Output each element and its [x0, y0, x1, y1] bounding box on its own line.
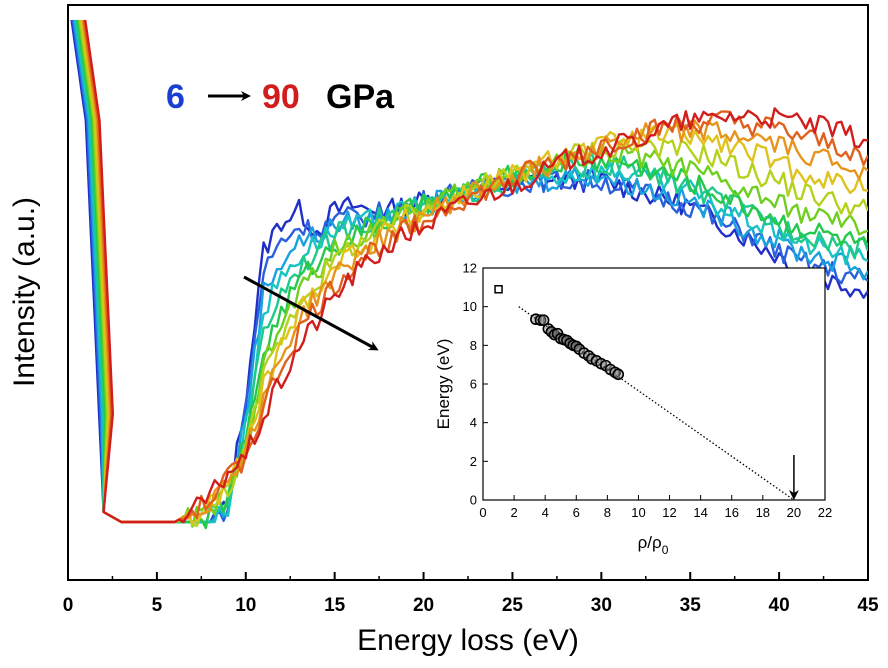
- inset-x-tick-label: 18: [756, 505, 770, 520]
- inset-x-tick-label: 10: [631, 505, 645, 520]
- main-x-tick-label: 15: [324, 595, 346, 616]
- spectrum-line: [74, 19, 868, 524]
- main-x-tick-label: 45: [857, 595, 879, 616]
- inset-data-point: [612, 368, 625, 381]
- pressure-annotation: 6 90 GPa: [166, 78, 395, 116]
- inset-data-marks: [494, 285, 799, 501]
- inset-x-tick-label: 8: [604, 505, 611, 520]
- spectra-series: [70, 19, 868, 530]
- main-x-tick-label: 20: [413, 595, 434, 616]
- inset-x-tick-label: 22: [818, 505, 832, 520]
- spectrum-line: [81, 19, 868, 524]
- inset-y-tick-label: 6: [470, 377, 477, 392]
- inset-x-tick-label: 12: [662, 505, 676, 520]
- inset-x-axis-title-main: ρ/ρ: [638, 533, 662, 552]
- inset-data-point: [537, 314, 550, 327]
- inset-y-tick-label: 2: [470, 454, 477, 469]
- inset-x-tick-label: 14: [693, 505, 707, 520]
- inset-x-tick-label: 20: [787, 505, 801, 520]
- main-x-axis-title: Energy loss (eV): [357, 624, 579, 657]
- main-x-tick-label: 25: [502, 595, 524, 616]
- inset-x-axis-title-sub: 0: [662, 543, 669, 557]
- inset-x-tick-label: 0: [479, 505, 486, 520]
- main-x-tick-label: 40: [769, 595, 790, 616]
- inset-x-axis-title: ρ/ρ0: [638, 533, 669, 557]
- spectrum-line: [84, 19, 868, 524]
- inset-x-tick-label: 2: [510, 505, 517, 520]
- inset-y-tick-label: 8: [470, 338, 477, 353]
- inset-x-tick-label: 6: [573, 505, 580, 520]
- main-x-tick-label: 35: [680, 595, 702, 616]
- main-x-tick-label: 30: [591, 595, 612, 616]
- trend-arrow-icon: [243, 275, 379, 351]
- main-x-tick-label: 5: [152, 595, 163, 616]
- inset-fit-line: [518, 306, 795, 501]
- inset-reference-square: [494, 285, 503, 294]
- inset-y-tick-label: 12: [463, 261, 477, 276]
- inset-y-tick-label: 0: [470, 493, 477, 508]
- inset-data-point: [534, 314, 547, 327]
- inset-plot-frame: [482, 267, 826, 501]
- spectrum-line: [82, 19, 868, 524]
- inset-ticks: 0 2 4 6 8 10 12 14 16 18 20 22 0 2 4 6 8 10 12: [463, 261, 833, 521]
- pressure-end-label: 90: [262, 78, 300, 116]
- inset-y-tick-label: 10: [463, 299, 477, 314]
- pressure-start-label: 6: [166, 78, 185, 116]
- main-x-tick-label: 10: [235, 595, 256, 616]
- main-x-ticks: 0 5 10 15 20 25 30 35 40 45: [63, 572, 879, 616]
- inset-y-tick-label: 4: [470, 415, 477, 430]
- main-y-axis-title: Intensity (a.u.): [8, 197, 41, 387]
- main-x-tick-label: 0: [63, 595, 74, 616]
- inset-chart: 0 2 4 6 8 10 12 14 16 18 20 22 0 2 4 6 8 10 12 Energy (eV)…: [434, 261, 832, 558]
- inset-x-tick-label: 16: [724, 505, 738, 520]
- inset-y-axis-title: Energy (eV): [434, 339, 453, 430]
- inset-x-tick-label: 4: [542, 505, 549, 520]
- pressure-unit-label: GPa: [326, 78, 395, 116]
